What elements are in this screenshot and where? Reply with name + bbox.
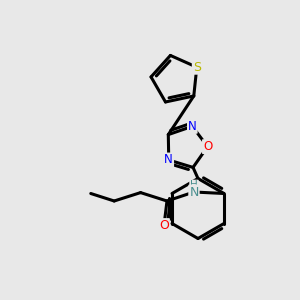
Text: N: N (189, 185, 199, 199)
Text: H: H (190, 181, 198, 190)
Text: S: S (193, 61, 201, 74)
Text: N: N (188, 120, 197, 133)
Text: N: N (164, 154, 173, 166)
Text: O: O (159, 219, 169, 232)
Text: O: O (203, 140, 212, 153)
